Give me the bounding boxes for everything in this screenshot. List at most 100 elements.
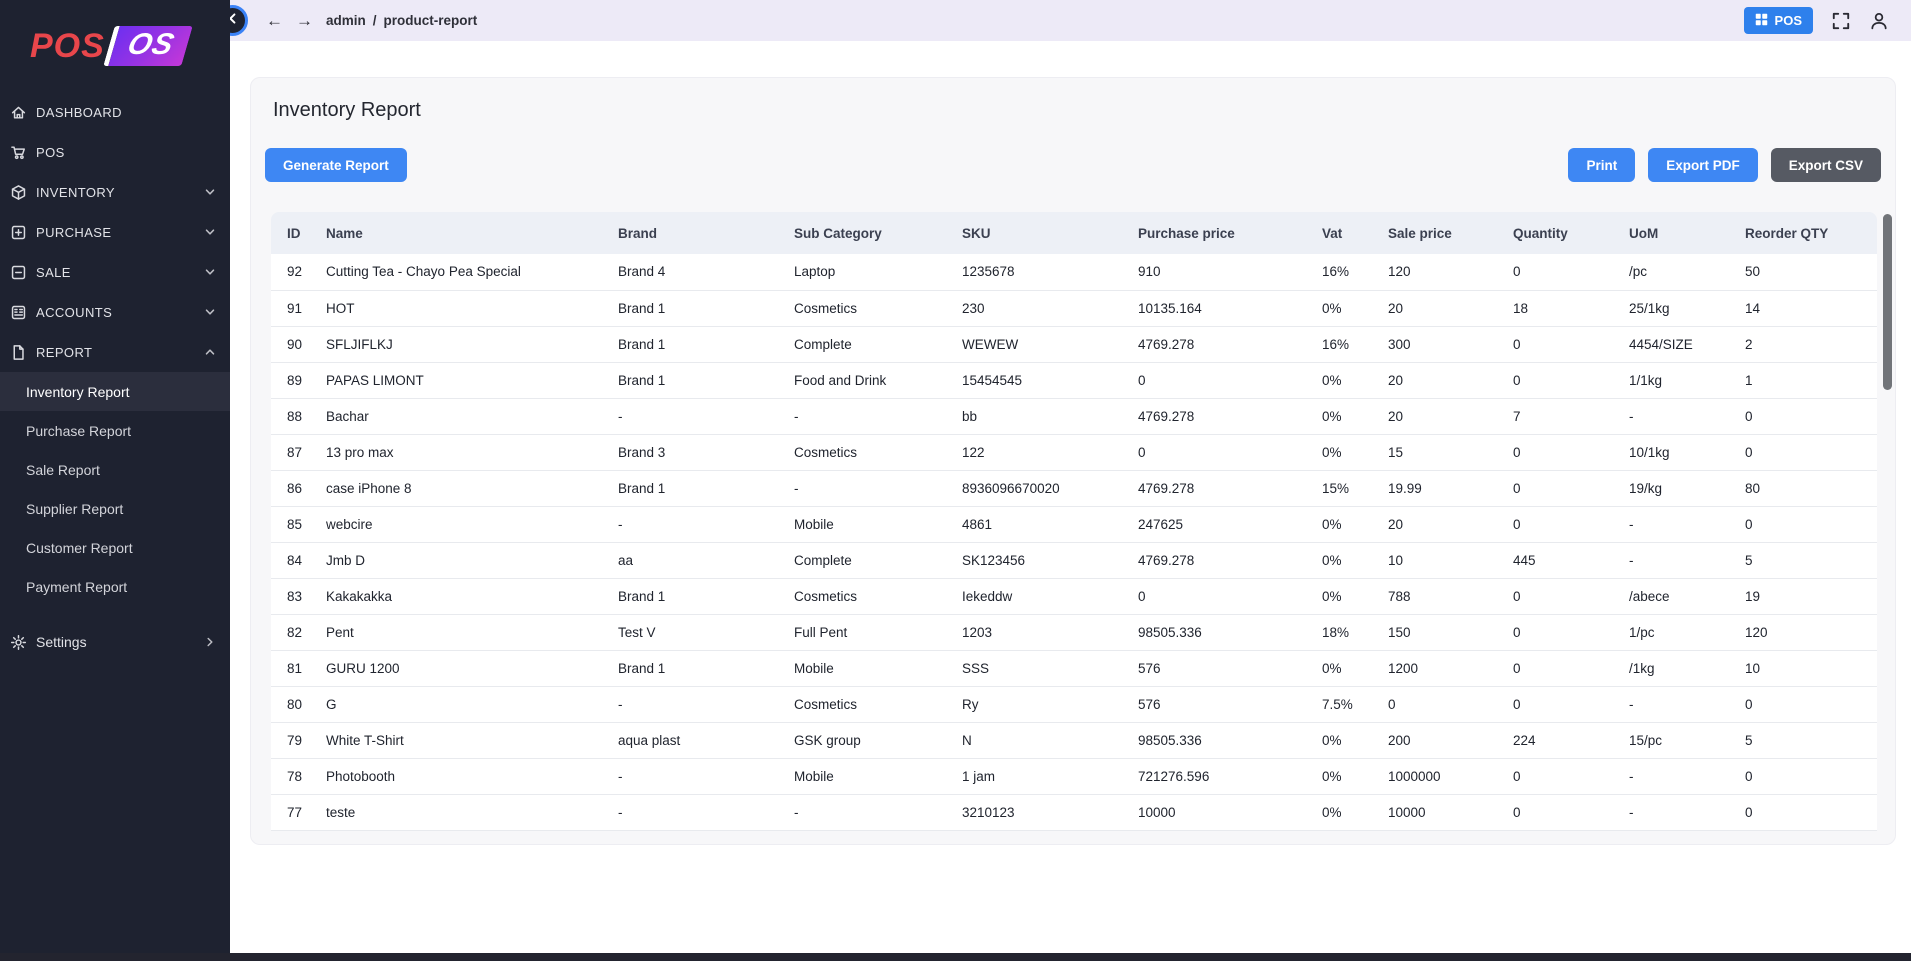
sidebar-item-label: ACCOUNTS [36,304,113,320]
main-area: ← → admin / product-report POS Inventory… [217,0,1911,953]
table-row: 79 White T-Shirt aqua plast GSK group N 98505… [271,722,1877,759]
fullscreen-icon[interactable] [1831,11,1851,31]
cell-uom: 1/pc [1629,614,1745,651]
cell-id: 82 [271,614,326,651]
sidebar-item-sale[interactable]: SALE [0,252,230,292]
cell-sub-category: Laptop [794,254,962,291]
sidebar-item-report[interactable]: REPORT [0,332,230,372]
cell-brand: Brand 1 [618,470,794,507]
cell-sku: 1235678 [962,254,1138,291]
cell-name: Jmb D [326,542,618,579]
logo-text-os: OS [123,28,179,61]
package-icon [10,184,27,201]
print-button[interactable]: Print [1568,148,1636,182]
app-logo[interactable]: POS OS [0,0,230,88]
sidebar-subitem-supplier-report[interactable]: Supplier Report [26,500,124,517]
chevron-left-icon [226,12,239,30]
cell-reorder-qty: 120 [1745,614,1877,651]
history-back-button[interactable]: ← [266,11,283,30]
inventory-table: ID Name Brand Sub Category SKU Purchase price… [271,212,1877,831]
cell-vat: 0% [1322,542,1388,579]
cell-sku: 8936096670020 [962,470,1138,507]
table-row: 80 G - Cosmetics Ry 576 7.5% 0 0-0 [271,686,1877,723]
scrollbar-thumb[interactable] [1883,214,1892,390]
cell-vat: 16% [1322,326,1388,363]
cell-sku: N [962,722,1138,759]
cell-id: 88 [271,398,326,435]
cell-reorder-qty: 5 [1745,722,1877,759]
cell-id: 78 [271,758,326,795]
file-icon [10,344,27,361]
export-csv-button[interactable]: Export CSV [1770,148,1881,182]
cell-vat: 16% [1322,254,1388,291]
sidebar-item-pos[interactable]: POS [0,132,230,172]
chevron-up-icon [204,346,216,358]
cell-name: GURU 1200 [326,650,618,687]
sidebar-item-settings[interactable]: Settings [0,622,230,662]
cell-sub-category: - [794,470,962,507]
sidebar-item-purchase[interactable]: PURCHASE [0,212,230,252]
sidebar-subitem-payment-report[interactable]: Payment Report [26,578,128,595]
cell-reorder-qty: 2 [1745,326,1877,363]
column-header-uom: UoM [1629,212,1745,254]
sidebar-item-inventory[interactable]: INVENTORY [0,172,230,212]
cell-sub-category: Food and Drink [794,362,962,399]
cell-brand: Brand 4 [618,254,794,291]
cell-reorder-qty: 0 [1745,398,1877,435]
logo-slab: OS [103,26,193,66]
cell-brand: Brand 1 [618,362,794,399]
cell-sale-price: 150 [1388,614,1513,651]
sidebar-subitem-purchase-report[interactable]: Purchase Report [26,422,132,439]
generate-report-button[interactable]: Generate Report [265,148,407,182]
chevron-down-icon [204,226,216,238]
cell-sku: 1203 [962,614,1138,651]
sidebar-item-label: SALE [36,264,71,280]
cell-name: Bachar [326,398,618,435]
cell-purchase-price: 4769.278 [1138,326,1322,363]
cell-vat: 0% [1322,650,1388,687]
cell-sub-category: Complete [794,326,962,363]
cell-name: teste [326,794,618,831]
breadcrumb-section: admin [326,13,366,28]
cell-uom: /pc [1629,254,1745,291]
history-forward-button[interactable]: → [296,11,313,30]
sidebar-item-dashboard[interactable]: DASHBOARD [0,92,230,132]
cell-uom: 15/pc [1629,722,1745,759]
cell-sale-price: 120 [1388,254,1513,291]
cell-id: 91 [271,290,326,327]
cell-purchase-price: 4769.278 [1138,470,1322,507]
column-header-purchase-price: Purchase price [1138,212,1322,254]
sidebar-subitem-sale-report[interactable]: Sale Report [26,461,100,478]
table-row: 77 teste - -3210123 10000 0% 10000 0-0 [271,794,1877,831]
cell-sale-price: 10000 [1388,794,1513,831]
sidebar-item-accounts[interactable]: ACCOUNTS [0,292,230,332]
cell-sale-price: 19.99 [1388,470,1513,507]
table-row: 81 GURU 1200 Brand 1 Mobile SSS 576 0% 1200 0/1k… [271,650,1877,687]
cell-id: 90 [271,326,326,363]
gear-icon [10,634,27,651]
sidebar-subitem-customer-report[interactable]: Customer Report [26,539,133,556]
cell-name: G [326,686,618,723]
cell-sub-category: GSK group [794,722,962,759]
sidebar-subitem-inventory-report[interactable]: Inventory Report [0,372,230,411]
page-title: Inventory Report [273,99,421,121]
cell-sku: 3210123 [962,794,1138,831]
topbar: ← → admin / product-report POS [217,0,1911,41]
cell-vat: 0% [1322,794,1388,831]
cell-reorder-qty: 5 [1745,542,1877,579]
export-buttons: Print Export PDF Export CSV [1568,148,1881,182]
cell-reorder-qty: 19 [1745,578,1877,615]
cell-sku: WEWEW [962,326,1138,363]
cell-id: 77 [271,794,326,831]
topbar-right: POS [1743,7,1911,34]
user-profile-icon[interactable] [1869,11,1889,31]
cell-sku: Iekeddw [962,578,1138,615]
table-row: 88 Bachar - - bb 4769.278 0% 20 7-0 [271,398,1877,435]
pos-shortcut-button[interactable]: POS [1743,7,1813,34]
export-pdf-button[interactable]: Export PDF [1648,148,1758,182]
cell-quantity: 0 [1513,362,1629,399]
sidebar-item-label: INVENTORY [36,184,115,200]
cell-purchase-price: 0 [1138,578,1322,615]
cell-name: White T-Shirt [326,722,618,759]
cell-name: Pent [326,614,618,651]
